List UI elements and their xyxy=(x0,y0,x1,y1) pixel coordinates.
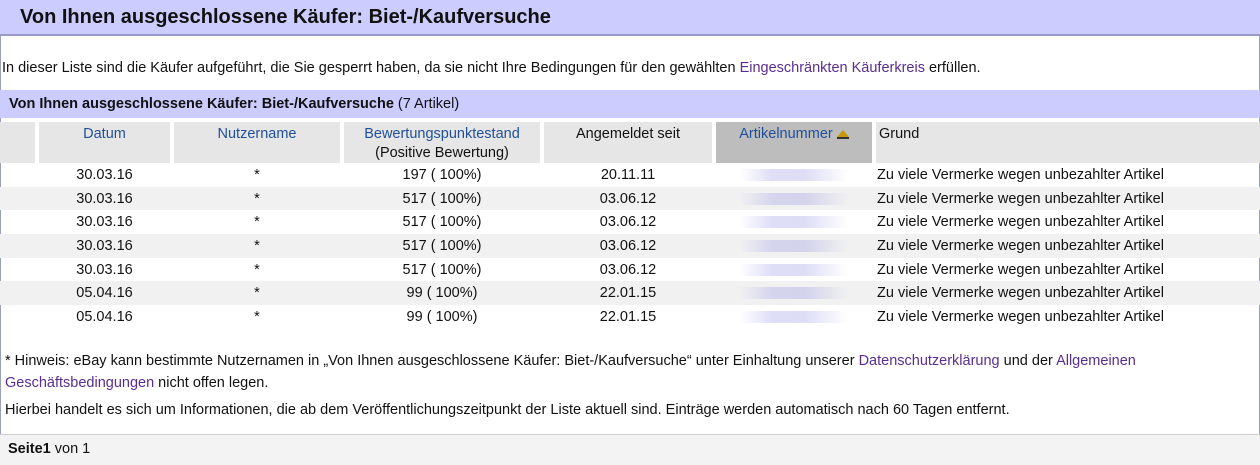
cell-bewertung: 517 ( 100%) xyxy=(402,214,482,231)
cell-angemeldet: 03.06.12 xyxy=(542,186,714,211)
redacted-item-number xyxy=(740,216,848,229)
terms-link[interactable]: Allgemeinen Geschäftsbedingungen xyxy=(5,353,1136,391)
header-bewertung[interactable]: Bewertungspunktestand (Positive Bewertung… xyxy=(342,122,544,163)
cell-datum: 30.03.16 xyxy=(76,166,133,183)
cell-datum: 30.03.16 xyxy=(76,261,133,278)
cell-artikelnummer[interactable] xyxy=(714,305,874,329)
header-nutzername[interactable]: Nutzername xyxy=(172,122,344,163)
table-header-row: Datum Nutzername Bewertungspunktestand (P… xyxy=(0,122,1260,163)
cell-angemeldet: 22.01.15 xyxy=(542,281,714,306)
sort-by-username-link[interactable]: Nutzername xyxy=(217,126,297,142)
cell-nutzername: * xyxy=(254,261,260,278)
cell-artikelnummer[interactable] xyxy=(714,258,874,282)
cell-nutzername: * xyxy=(254,214,260,231)
cell-datum: 05.04.16 xyxy=(76,308,133,325)
hint-text-2: und der xyxy=(999,353,1057,369)
table-row: 30.03.16 * 517 ( 100%) 03.06.12 Zu viele… xyxy=(0,258,1260,282)
title-bar: Von Ihnen ausgeschlossene Käufer: Biet-/… xyxy=(0,0,1260,36)
cell-angemeldet: 03.06.12 xyxy=(599,214,657,231)
hint-text-1: * Hinweis: eBay kann bestimmte Nutzernam… xyxy=(5,353,859,369)
cell-datum: 05.04.16 xyxy=(37,281,172,306)
footnote: Hierbei handelt es sich um Informationen… xyxy=(5,402,1010,418)
header-grund: Grund xyxy=(874,122,1260,163)
cell-grund: Zu viele Vermerke wegen unbezahlter Arti… xyxy=(874,234,1260,258)
cell-nutzername: * xyxy=(254,166,260,183)
cell-artikelnummer[interactable] xyxy=(714,234,874,258)
header-datum[interactable]: Datum xyxy=(37,122,174,163)
sort-ascending-icon xyxy=(836,129,849,139)
cell-grund: Zu viele Vermerke wegen unbezahlter Arti… xyxy=(874,281,1260,306)
cell-bewertung: 197 ( 100%) xyxy=(402,166,482,183)
privacy-policy-link[interactable]: Datenschutzerklärung xyxy=(858,353,1000,369)
pager-total: von 1 xyxy=(50,441,91,457)
redacted-item-number xyxy=(740,311,848,324)
header-bewertung-sub: (Positive Bewertung) xyxy=(375,145,509,161)
cell-nutzername: * xyxy=(172,186,342,211)
pager-current-page: Seite1 xyxy=(8,441,51,457)
cell-grund: Zu viele Vermerke wegen unbezahlter Arti… xyxy=(877,261,1164,278)
cell-nutzername: * xyxy=(254,308,260,325)
redacted-item-number xyxy=(740,287,848,300)
cell-artikelnummer[interactable] xyxy=(714,186,874,211)
cell-bewertung: 99 ( 100%) xyxy=(342,281,542,306)
privacy-hint: * Hinweis: eBay kann bestimmte Nutzernam… xyxy=(5,350,1250,394)
section-item-count: (7 Artikel) xyxy=(393,96,460,112)
cell-datum: 30.03.16 xyxy=(37,186,172,211)
header-spacer xyxy=(0,122,39,163)
cell-angemeldet: 20.11.11 xyxy=(600,166,656,183)
cell-angemeldet: 03.06.12 xyxy=(599,261,657,278)
table-row: 05.04.16 * 99 ( 100%) 22.01.15 Zu viele … xyxy=(0,305,1260,329)
cell-datum: 30.03.16 xyxy=(37,234,172,258)
blocked-buyers-table: Datum Nutzername Bewertungspunktestand (P… xyxy=(0,122,1260,329)
intro-text-after: erfüllen. xyxy=(924,60,981,76)
redacted-item-number xyxy=(740,192,848,205)
cell-nutzername: * xyxy=(172,234,342,258)
cell-grund: Zu viele Vermerke wegen unbezahlter Arti… xyxy=(874,186,1260,211)
intro-text-before: In dieser Liste sind die Käufer aufgefüh… xyxy=(2,60,740,76)
table-row: 30.03.16 * 517 ( 100%) 03.06.12 Zu viele… xyxy=(0,210,1260,234)
section-title: Von Ihnen ausgeschlossene Käufer: Biet-/… xyxy=(9,96,394,112)
pagination: Seite1 von 1 xyxy=(0,434,1260,465)
cell-bewertung: 517 ( 100%) xyxy=(402,261,482,278)
table-row: 30.03.16 * 197 ( 100%) 20.11.11 Zu viele… xyxy=(0,163,1260,187)
header-artikelnummer[interactable]: Artikelnummer xyxy=(714,122,876,163)
sort-by-date-link[interactable]: Datum xyxy=(83,126,126,142)
cell-bewertung: 99 ( 100%) xyxy=(406,308,478,325)
cell-artikelnummer[interactable] xyxy=(714,163,874,187)
table-row: 30.03.16 * 517 ( 100%) 03.06.12 Zu viele… xyxy=(0,234,1260,258)
header-angemeldet-label: Angemeldet seit xyxy=(576,126,680,142)
table-row: 30.03.16 * 517 ( 100%) 03.06.12 Zu viele… xyxy=(0,186,1260,211)
section-header: Von Ihnen ausgeschlossene Käufer: Biet-/… xyxy=(0,90,1260,118)
cell-bewertung: 517 ( 100%) xyxy=(342,186,542,211)
cell-grund: Zu viele Vermerke wegen unbezahlter Arti… xyxy=(877,214,1164,231)
cell-grund: Zu viele Vermerke wegen unbezahlter Arti… xyxy=(877,166,1164,183)
table-row: 05.04.16 * 99 ( 100%) 22.01.15 Zu viele … xyxy=(0,281,1260,306)
page-title: Von Ihnen ausgeschlossene Käufer: Biet-/… xyxy=(20,6,551,28)
cell-angemeldet: 22.01.15 xyxy=(599,308,657,325)
hint-text-3: nicht offen legen. xyxy=(154,375,269,391)
restricted-buyers-link[interactable]: Eingeschränkten Käuferkreis xyxy=(739,60,925,76)
intro-text: In dieser Liste sind die Käufer aufgefüh… xyxy=(2,60,981,76)
cell-artikelnummer[interactable] xyxy=(714,281,874,306)
header-grund-label: Grund xyxy=(879,126,920,142)
cell-bewertung: 517 ( 100%) xyxy=(342,234,542,258)
cell-datum: 30.03.16 xyxy=(76,214,133,231)
cell-angemeldet: 03.06.12 xyxy=(542,234,714,258)
cell-nutzername: * xyxy=(172,281,342,306)
sort-by-feedback-link[interactable]: Bewertungspunktestand xyxy=(364,126,520,142)
redacted-item-number xyxy=(740,169,848,182)
cell-artikelnummer[interactable] xyxy=(714,210,874,234)
sort-by-item-number-link[interactable]: Artikelnummer xyxy=(739,126,833,142)
header-angemeldet: Angemeldet seit xyxy=(542,122,716,163)
redacted-item-number xyxy=(740,240,848,253)
redacted-item-number xyxy=(740,263,848,276)
cell-grund: Zu viele Vermerke wegen unbezahlter Arti… xyxy=(877,308,1164,325)
